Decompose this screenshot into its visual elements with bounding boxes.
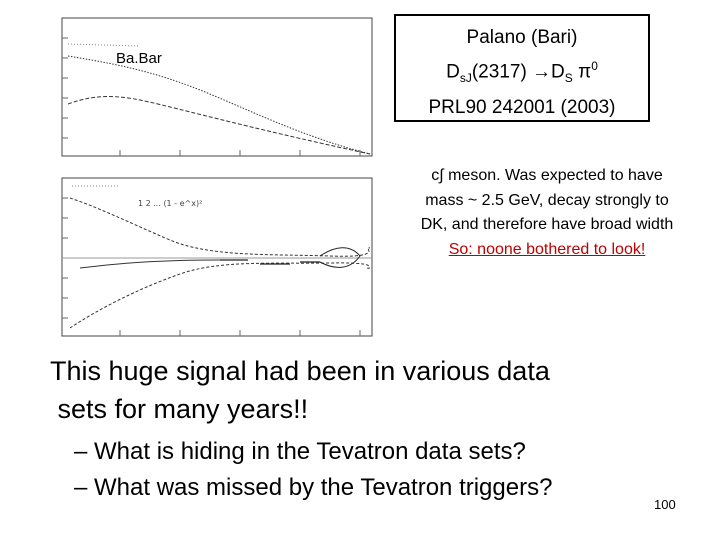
bottom-flat-segments xyxy=(220,259,320,265)
main-statement: This huge signal had been in various dat… xyxy=(50,352,550,428)
bottom-curve-lower xyxy=(69,262,371,329)
top-curve-dashed xyxy=(67,96,371,155)
bottom-plot-frame xyxy=(61,177,373,337)
bottom-formula-text: 1 2 ... (1 - e^x)² xyxy=(138,199,202,208)
plot-graphics: 1 2 ... (1 - e^x)² xyxy=(61,17,373,337)
bullet-item: – What is hiding in the Tevatron data se… xyxy=(74,438,526,465)
bullet-list: – What is hiding in the Tevatron data se… xyxy=(74,434,552,506)
reference-box: Palano (Bari) DsJ(2317) →DS π0 PRL90 242… xyxy=(394,14,650,122)
bottom-plot-ticks xyxy=(62,197,361,336)
bullet-item: – What was missed by the Tevatron trigge… xyxy=(74,474,553,501)
description-line-1: c∫ meson. Was expected to have xyxy=(431,167,663,184)
page-number: 100 xyxy=(654,497,676,512)
description-line-2: mass ~ 2.5 GeV, decay strongly to xyxy=(425,191,669,209)
top-curve-faint xyxy=(67,43,141,47)
description-text: c∫ meson. Was expected to have mass ~ 2.… xyxy=(384,164,710,262)
top-plot-frame xyxy=(61,17,373,157)
bottom-curve-mid xyxy=(79,259,221,269)
reference-decay: DsJ(2317) →DS π0 xyxy=(446,59,598,86)
plot-label: Ba.Bar xyxy=(116,50,162,67)
main-statement-line-1: This huge signal had been in various dat… xyxy=(50,356,550,386)
top-plot-ticks xyxy=(62,37,361,156)
plot-figure: 1 2 ... (1 - e^x)² xyxy=(20,8,380,348)
description-highlight: So: noone bothered to look! xyxy=(448,240,646,258)
reference-author: Palano (Bari) xyxy=(466,27,578,48)
reference-citation: PRL90 242001 (2003) xyxy=(428,97,616,119)
bottom-curve-upper xyxy=(69,197,371,257)
description-line-3: DK, and therefore have broad width xyxy=(420,216,674,233)
top-curve-dotted xyxy=(67,55,371,155)
bottom-loop xyxy=(319,247,361,268)
main-statement-line-2: sets for many years!! xyxy=(50,394,309,424)
